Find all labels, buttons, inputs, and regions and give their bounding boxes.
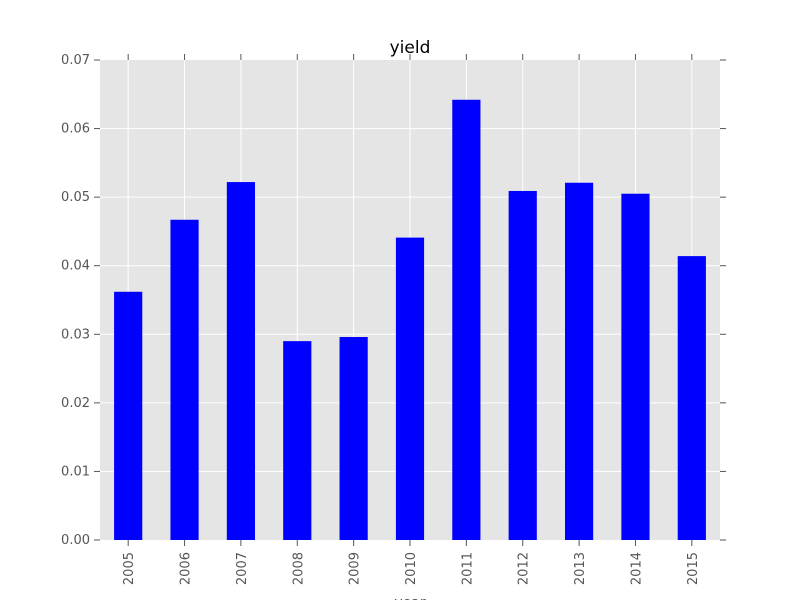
y-tick-label: 0.05	[61, 190, 90, 205]
y-tick-label: 0.07	[61, 53, 90, 68]
bar-2005	[114, 291, 143, 540]
bar-2007	[226, 182, 255, 541]
x-axis-title: year	[394, 595, 425, 600]
bars	[114, 99, 706, 541]
bar-2006	[170, 219, 199, 540]
bar-2014	[621, 193, 650, 540]
x-tick-label: 2013	[573, 552, 588, 585]
bar-2008	[283, 341, 312, 540]
x-tick-label: 2008	[291, 552, 306, 585]
x-tick-label: 2010	[404, 552, 419, 585]
y-tick-label: 0.00	[61, 533, 90, 548]
x-tick-label: 2012	[517, 552, 532, 585]
y-tick-label: 0.06	[61, 122, 90, 137]
y-tick-label: 0.02	[61, 396, 90, 411]
bar-2012	[508, 190, 537, 540]
chart-title: yield	[390, 38, 431, 58]
x-tick-label: 2007	[235, 552, 250, 585]
x-tick-label: 2014	[629, 552, 644, 585]
x-tick-label: 2011	[460, 552, 475, 585]
y-tick-label: 0.04	[61, 259, 90, 274]
bar-2009	[339, 337, 368, 540]
bar-2011	[452, 99, 481, 541]
x-tick-labels: 2005 2006 2007 2008 2009 2010 2011 2012 2013 2014…	[122, 552, 701, 585]
y-tick-label: 0.03	[61, 327, 90, 342]
y-tick-label: 0.01	[61, 464, 90, 479]
bar-2013	[565, 182, 594, 540]
x-tick-label: 2009	[348, 552, 363, 585]
bar-2010	[395, 237, 425, 540]
x-tick-label: 2015	[686, 552, 701, 585]
axis-ticks	[94, 54, 726, 546]
y-tick-labels: 0.00 0.01 0.02 0.03 0.04 0.05 0.06 0.07	[61, 53, 90, 548]
x-tick-label: 2006	[179, 552, 194, 585]
bar-2015	[677, 256, 706, 540]
x-tick-label: 2005	[122, 552, 137, 585]
